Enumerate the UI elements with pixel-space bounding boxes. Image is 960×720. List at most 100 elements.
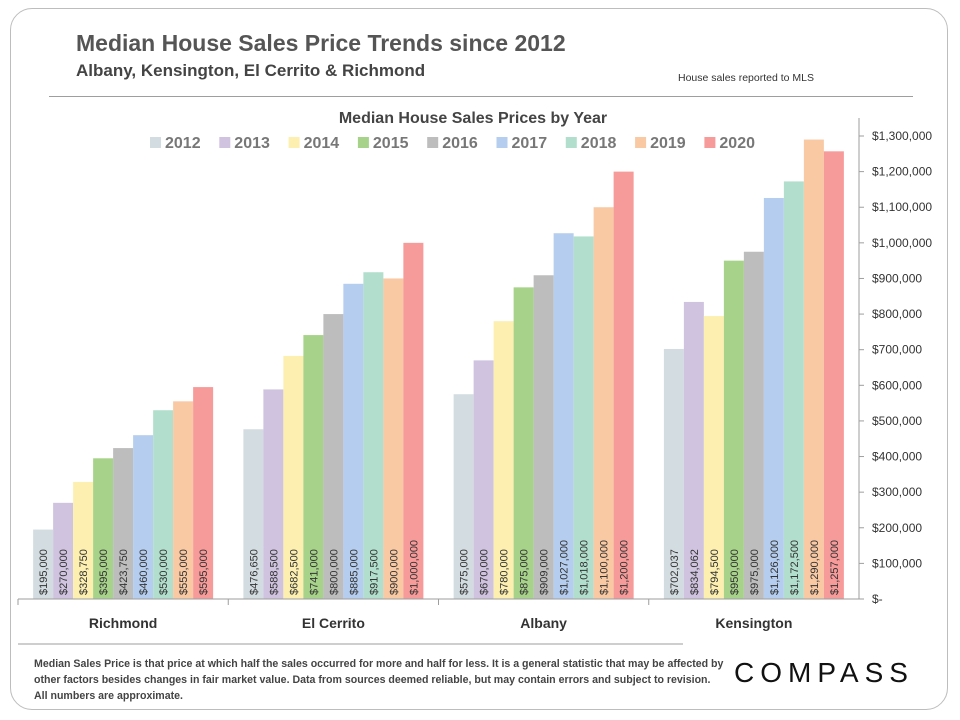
- legend-label-2013: 2013: [234, 135, 270, 152]
- data-label-kensington-2013: $834,062: [689, 549, 701, 595]
- slide-frame: [10, 8, 948, 710]
- data-label-albany-2015: $875,000: [519, 549, 531, 595]
- y-tick-label-12: $1,200,000: [872, 165, 932, 179]
- legend-label-2016: 2016: [442, 135, 478, 152]
- data-label-el-cerrito-2019: $900,000: [388, 549, 400, 595]
- data-label-kensington-2016: $975,000: [749, 549, 761, 595]
- bar-richmond-2013: [53, 502, 74, 599]
- bar-albany-2014: [493, 321, 514, 599]
- legend-swatch-2019: [635, 137, 647, 148]
- legend-label-2020: 2020: [719, 135, 755, 152]
- category-label-albany: Albany: [520, 615, 567, 631]
- legend-swatch-2014: [288, 137, 300, 148]
- bar-kensington-2013: [683, 301, 704, 599]
- data-label-kensington-2012: $702,037: [669, 549, 681, 595]
- legend-swatch-2016: [427, 137, 439, 148]
- bar-el-cerrito-2020: [403, 242, 424, 599]
- bar-kensington-2016: [743, 251, 764, 599]
- legend-swatch-2018: [565, 137, 577, 148]
- data-label-albany-2012: $575,000: [459, 549, 471, 595]
- bar-el-cerrito-2015: [303, 335, 324, 599]
- bar-richmond-2015: [93, 458, 114, 599]
- y-tick-label-11: $1,100,000: [872, 200, 932, 214]
- bar-kensington-2015: [723, 260, 744, 599]
- y-tick-label-4: $400,000: [872, 450, 922, 464]
- bar-albany-2013: [473, 360, 494, 599]
- legend-swatch-2012: [150, 137, 161, 148]
- data-label-albany-2019: $1,100,000: [599, 540, 611, 595]
- bar-albany-2019: [593, 207, 614, 599]
- bar-kensington-2014: [703, 316, 724, 599]
- bar-el-cerrito-2012: [243, 429, 264, 599]
- bar-albany-2015: [513, 287, 534, 599]
- bar-kensington-2020: [823, 151, 844, 599]
- category-label-kensington: Kensington: [715, 615, 792, 631]
- bar-el-cerrito-2014: [283, 355, 304, 599]
- data-label-kensington-2014: $794,500: [709, 549, 721, 595]
- bar-richmond-2020: [193, 387, 214, 599]
- data-label-richmond-2017: $460,000: [138, 549, 150, 595]
- footnote: Median Sales Price is that price at whic…: [34, 658, 724, 702]
- data-label-kensington-2018: $1,172,500: [789, 540, 801, 595]
- header-divider: [49, 96, 913, 97]
- bar-kensington-2012: [663, 348, 684, 599]
- bar-albany-2016: [533, 275, 554, 599]
- y-tick-label-10: $1,000,000: [872, 236, 932, 250]
- y-tick-label-6: $600,000: [872, 378, 922, 392]
- category-label-el-cerrito: El Cerrito: [302, 615, 365, 631]
- data-label-el-cerrito-2020: $1,000,000: [408, 540, 420, 595]
- data-label-kensington-2015: $950,000: [729, 549, 741, 595]
- bar-el-cerrito-2017: [343, 283, 364, 599]
- legend-label-2012: 2012: [165, 135, 201, 152]
- data-label-richmond-2018: $530,000: [158, 549, 170, 595]
- data-label-kensington-2020: $1,257,000: [829, 540, 841, 595]
- data-label-albany-2013: $670,000: [479, 549, 491, 595]
- data-label-el-cerrito-2014: $682,500: [288, 549, 300, 595]
- bar-kensington-2017: [763, 197, 784, 599]
- y-tick-label-1: $100,000: [872, 556, 922, 570]
- bar-richmond-2012: [33, 529, 54, 599]
- y-tick-label-2: $200,000: [872, 521, 922, 535]
- data-label-albany-2020: $1,200,000: [619, 540, 631, 595]
- legend-label-2019: 2019: [650, 135, 686, 152]
- data-label-kensington-2019: $1,290,000: [809, 540, 821, 595]
- y-tick-label-7: $700,000: [872, 343, 922, 357]
- data-label-el-cerrito-2016: $800,000: [328, 549, 340, 595]
- page-title: Median House Sales Price Trends since 20…: [76, 30, 566, 56]
- category-label-richmond: Richmond: [89, 615, 157, 631]
- bar-albany-2012: [453, 394, 474, 599]
- data-label-albany-2017: $1,027,000: [559, 540, 571, 595]
- legend-swatch-2015: [357, 137, 369, 148]
- y-tick-label-13: $1,300,000: [872, 129, 932, 143]
- bar-richmond-2014: [73, 481, 94, 599]
- legend-swatch-2020: [704, 137, 716, 148]
- compass-logo: COMPASS: [734, 657, 914, 688]
- chart-title: Median House Sales Prices by Year: [339, 110, 607, 127]
- y-tick-label-8: $800,000: [872, 307, 922, 321]
- data-label-el-cerrito-2012: $476,650: [248, 549, 260, 595]
- bar-el-cerrito-2013: [263, 389, 284, 599]
- legend-label-2015: 2015: [373, 135, 409, 152]
- data-label-el-cerrito-2015: $741,000: [308, 549, 320, 595]
- data-label-albany-2014: $780,000: [499, 549, 511, 595]
- source-note: House sales reported to MLS: [678, 72, 814, 84]
- data-label-el-cerrito-2018: $917,500: [368, 549, 380, 595]
- data-label-richmond-2020: $595,000: [198, 549, 210, 595]
- bar-el-cerrito-2019: [383, 278, 404, 599]
- bar-richmond-2018: [153, 410, 174, 599]
- legend-label-2014: 2014: [304, 135, 340, 152]
- data-label-el-cerrito-2017: $885,000: [348, 549, 360, 595]
- data-label-albany-2018: $1,018,000: [579, 540, 591, 595]
- data-label-richmond-2013: $270,000: [58, 549, 70, 595]
- bar-albany-2018: [573, 236, 594, 600]
- legend-label-2018: 2018: [581, 135, 617, 152]
- data-label-richmond-2012: $195,000: [38, 549, 50, 595]
- data-label-richmond-2016: $423,750: [118, 549, 130, 595]
- y-tick-label-0: $-: [872, 592, 883, 606]
- y-tick-label-9: $900,000: [872, 271, 922, 285]
- legend-swatch-2013: [219, 137, 231, 148]
- bar-kensington-2019: [803, 139, 824, 600]
- page-subtitle: Albany, Kensington, El Cerrito & Richmon…: [76, 61, 426, 80]
- data-label-el-cerrito-2013: $588,500: [268, 549, 280, 595]
